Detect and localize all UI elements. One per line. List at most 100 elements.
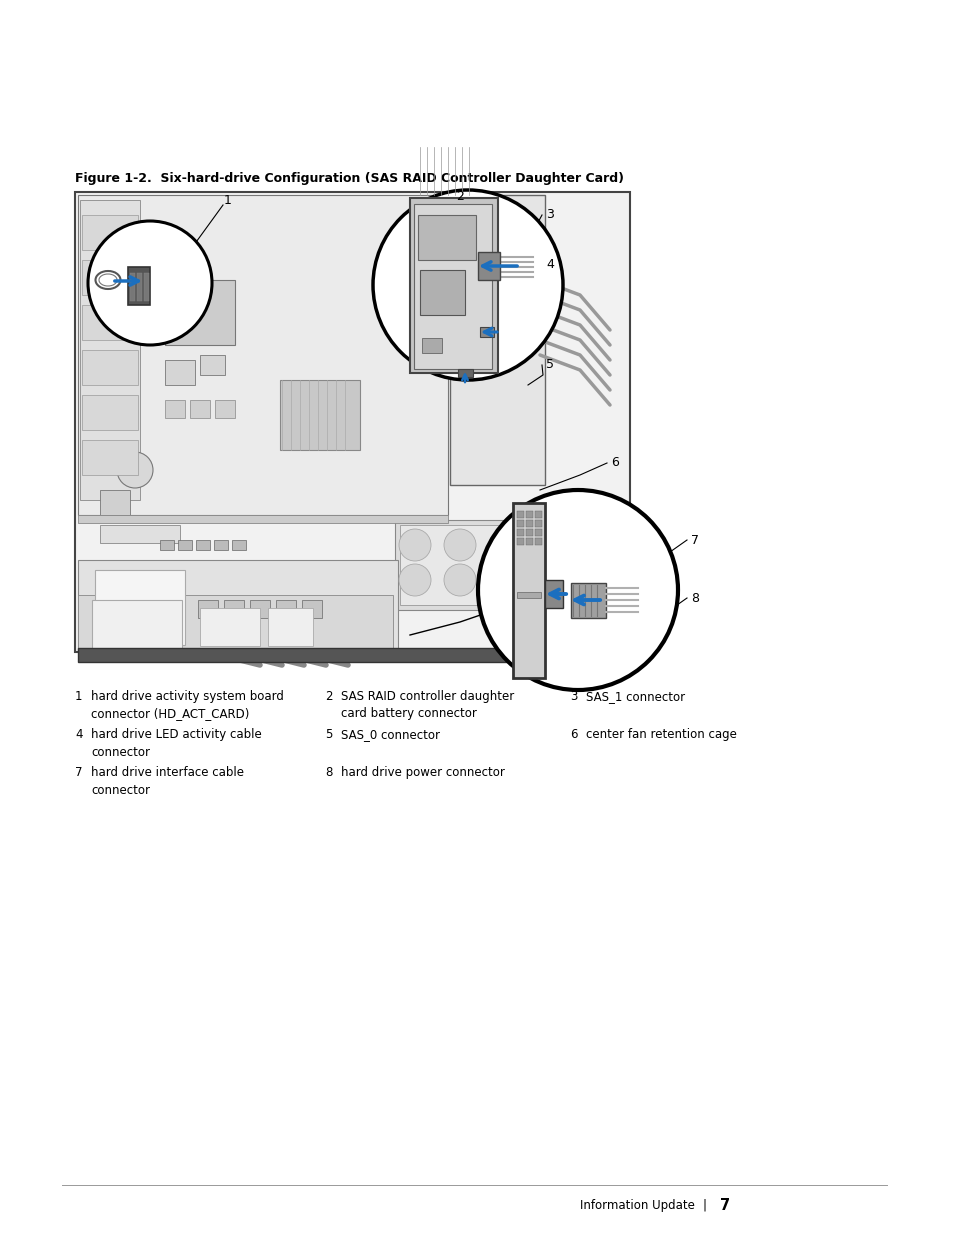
Bar (75, 191, 629, 652)
Bar (544, 580, 562, 608)
Bar (213, 540, 228, 550)
Text: 4: 4 (545, 258, 554, 272)
Text: 3: 3 (569, 690, 577, 703)
Circle shape (443, 564, 476, 597)
Bar (535, 538, 541, 545)
Bar (78, 195, 448, 515)
Bar (165, 400, 185, 417)
Text: 8: 8 (690, 592, 699, 604)
Bar (82, 440, 138, 475)
Bar (517, 538, 523, 545)
Bar (517, 511, 523, 517)
Text: 4: 4 (75, 727, 82, 741)
Bar (165, 359, 194, 385)
Text: 7: 7 (690, 534, 699, 547)
Bar (525, 520, 533, 527)
Bar (160, 540, 173, 550)
Circle shape (489, 564, 520, 597)
Text: 6: 6 (611, 457, 618, 469)
Circle shape (489, 529, 520, 561)
Bar (198, 600, 218, 618)
Text: 2: 2 (325, 690, 333, 703)
Bar (517, 520, 523, 527)
Bar (137, 273, 142, 301)
Bar (250, 600, 270, 618)
Text: hard drive activity system board
connector (HD_ACT_CARD): hard drive activity system board connect… (91, 690, 284, 720)
Circle shape (443, 529, 476, 561)
Bar (280, 380, 359, 450)
Bar (525, 538, 533, 545)
Bar (78, 559, 397, 650)
Bar (477, 252, 499, 280)
Circle shape (373, 190, 562, 380)
Bar (200, 608, 260, 646)
Bar (419, 270, 464, 315)
Bar (232, 540, 246, 550)
Bar (410, 198, 497, 373)
Bar (130, 273, 135, 301)
Text: hard drive interface cable
connector: hard drive interface cable connector (91, 766, 244, 797)
Bar (82, 395, 138, 430)
Circle shape (398, 564, 431, 597)
Bar (224, 600, 244, 618)
Bar (302, 600, 322, 618)
Bar (535, 520, 541, 527)
Bar (82, 305, 138, 340)
Circle shape (398, 529, 431, 561)
Bar (517, 529, 523, 536)
Bar (144, 273, 149, 301)
Text: SAS_0 connector: SAS_0 connector (340, 727, 439, 741)
Bar (78, 648, 627, 662)
Text: 1: 1 (75, 690, 82, 703)
Bar (517, 592, 540, 598)
Text: 8: 8 (325, 766, 332, 779)
Text: hard drive LED activity cable
connector: hard drive LED activity cable connector (91, 727, 261, 758)
Text: 7: 7 (75, 766, 82, 779)
Bar (513, 503, 544, 678)
Text: center fan retention cage: center fan retention cage (585, 727, 736, 741)
Bar (82, 261, 138, 295)
Text: 5: 5 (325, 727, 332, 741)
Text: |: | (702, 1198, 706, 1212)
Bar (421, 338, 441, 353)
Bar (457, 369, 473, 377)
Text: 1: 1 (224, 194, 232, 206)
Text: Information Update: Information Update (579, 1198, 695, 1212)
Bar (82, 215, 138, 249)
Bar (100, 490, 130, 515)
Bar (190, 400, 210, 417)
Text: 7: 7 (720, 1198, 729, 1213)
Text: Figure 1-2.: Figure 1-2. (75, 172, 152, 185)
Text: 2: 2 (456, 190, 463, 204)
Text: SAS RAID controller daughter
card battery connector: SAS RAID controller daughter card batter… (340, 690, 514, 720)
Circle shape (477, 490, 678, 690)
Bar (95, 571, 185, 645)
Bar (414, 204, 492, 369)
Bar (525, 511, 533, 517)
Bar (399, 525, 539, 605)
Bar (200, 354, 225, 375)
Text: hard drive power connector: hard drive power connector (340, 766, 504, 779)
Text: Six-hard-drive Configuration (SAS RAID Controller Daughter Card): Six-hard-drive Configuration (SAS RAID C… (143, 172, 623, 185)
Bar (275, 600, 295, 618)
Bar (450, 195, 544, 485)
Bar (195, 540, 210, 550)
Circle shape (117, 452, 152, 488)
Bar (165, 280, 234, 345)
Bar (82, 350, 138, 385)
Text: 6: 6 (569, 727, 577, 741)
Bar (78, 515, 448, 522)
Bar (100, 525, 180, 543)
Bar (535, 529, 541, 536)
Bar (80, 200, 140, 500)
Bar (535, 511, 541, 517)
Text: SAS_1 connector: SAS_1 connector (585, 690, 684, 703)
Bar (417, 215, 476, 261)
Bar (78, 595, 393, 655)
Bar (128, 267, 150, 305)
Text: 3: 3 (545, 209, 554, 221)
Bar (178, 540, 192, 550)
Bar (525, 529, 533, 536)
Bar (268, 608, 313, 646)
Circle shape (88, 221, 212, 345)
